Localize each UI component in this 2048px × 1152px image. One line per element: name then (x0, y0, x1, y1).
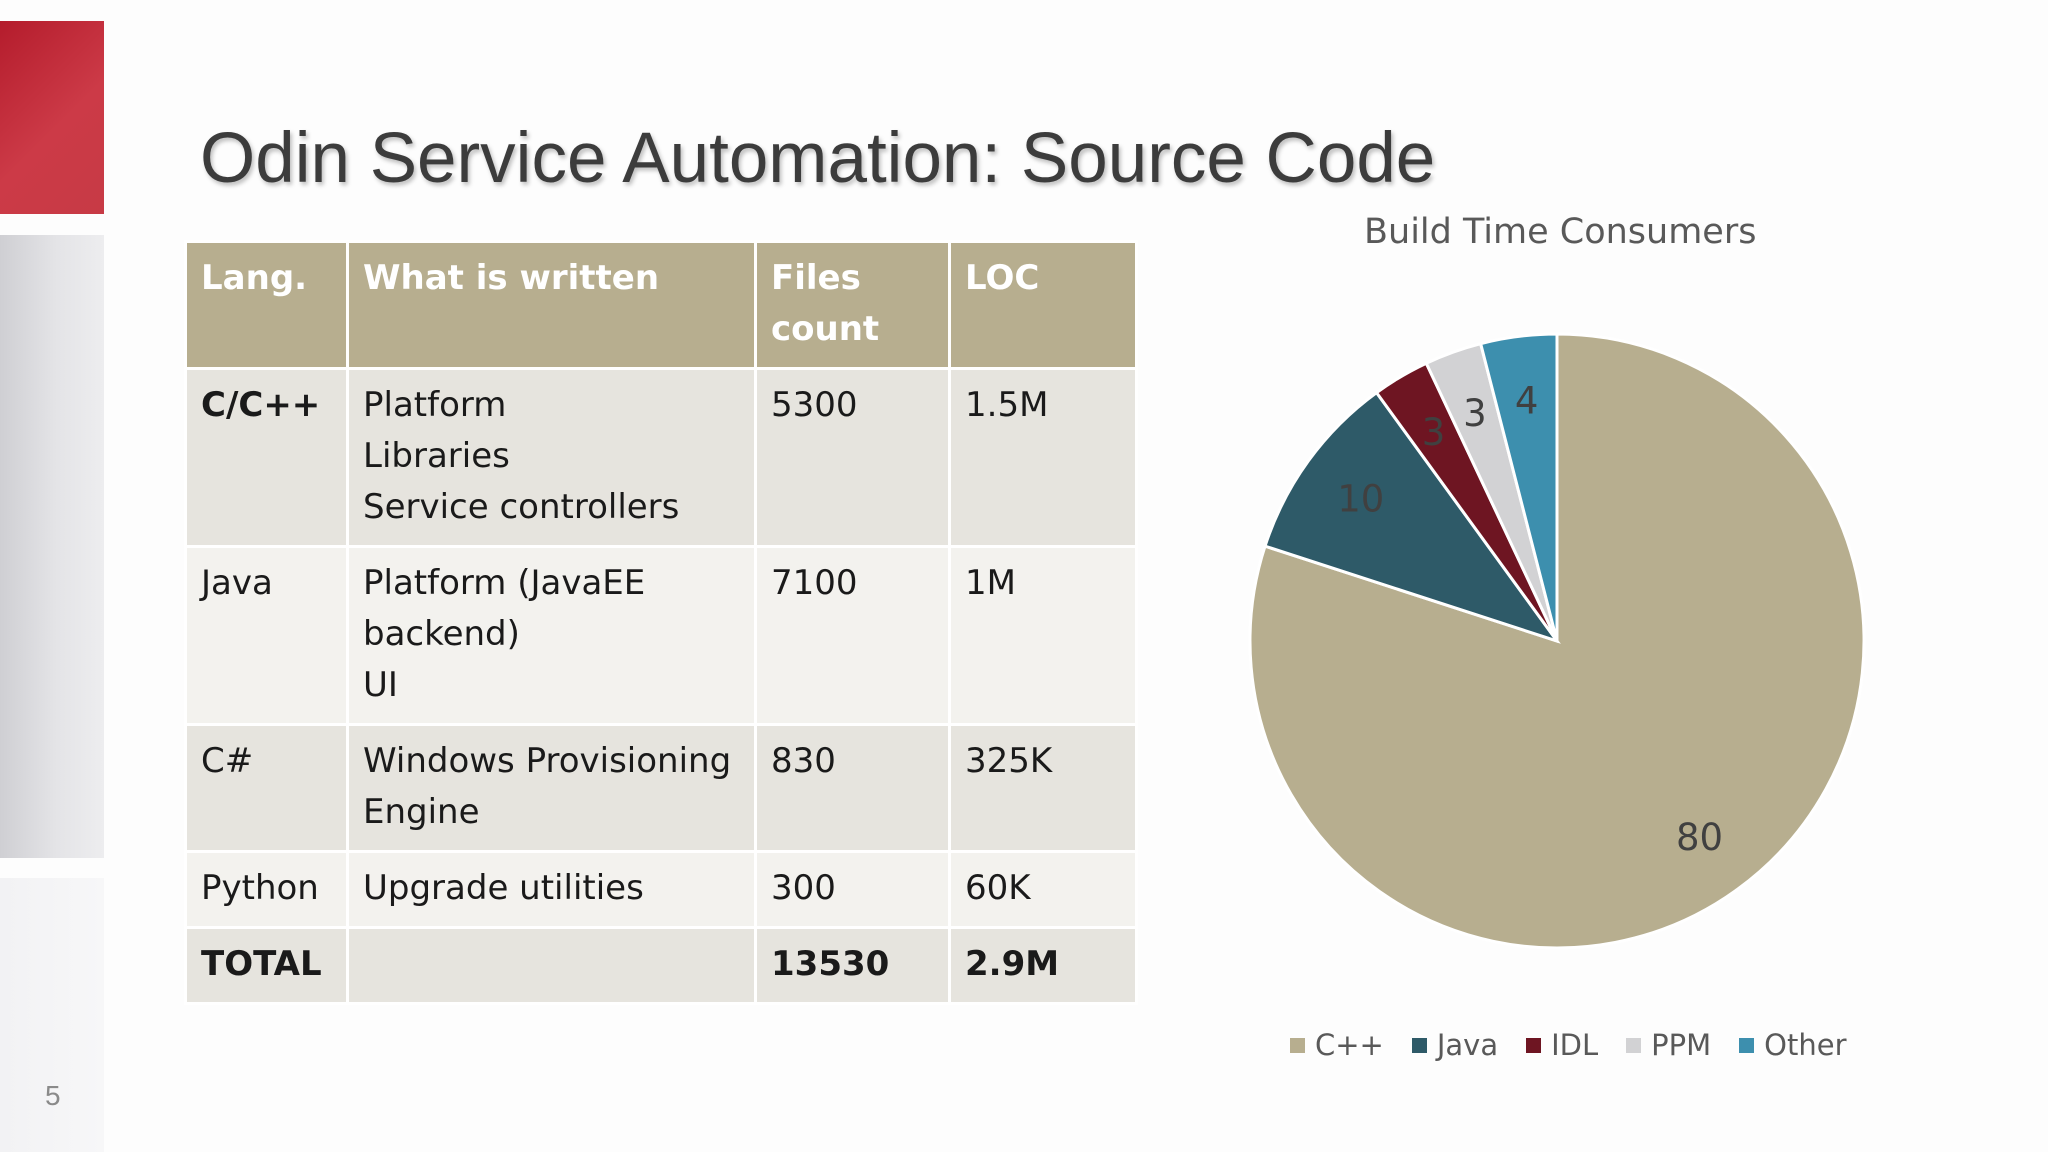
cell-files: 7100 (754, 545, 951, 726)
legend-label: Other (1764, 1028, 1847, 1062)
chart-title: Build Time Consumers (1364, 212, 1757, 252)
table-header-row: Lang. What is written Files count LOC (184, 240, 1138, 370)
slide-title: Odin Service Automation: Source Code (200, 119, 1436, 198)
cell-files: 13530 (754, 926, 951, 1005)
pie-data-label: 80 (1676, 816, 1723, 859)
pie-data-label: 3 (1463, 392, 1487, 435)
source-code-table: Lang. What is written Files count LOC C/… (184, 240, 1138, 1005)
cell-loc: 1M (948, 545, 1138, 726)
legend-swatch (1526, 1037, 1542, 1053)
cell-lang: TOTAL (184, 926, 349, 1005)
slide-number: 5 (45, 1080, 61, 1111)
decor-gray-bar (0, 235, 104, 858)
legend-label: PPM (1651, 1028, 1712, 1062)
table-total-row: TOTAL 13530 2.9M (184, 926, 1138, 1005)
cell-loc: 2.9M (948, 926, 1138, 1005)
cell-lang: C/C++ (184, 367, 349, 548)
header-what-is-written: What is written (346, 240, 757, 370)
table-row: Python Upgrade utilities 300 60K (184, 850, 1138, 929)
what-line: Windows Provisioning Engine (363, 741, 732, 832)
legend-item: PPM (1626, 1028, 1711, 1062)
pie-slice-java (1263, 390, 1561, 644)
legend-label: C++ (1315, 1028, 1384, 1062)
cell-files: 300 (754, 850, 951, 929)
cell-what: Upgrade utilities (346, 850, 757, 929)
legend-swatch (1411, 1037, 1427, 1053)
what-line: Platform (JavaEE backend) (363, 563, 646, 654)
legend-swatch (1626, 1037, 1642, 1053)
cell-what: Platform (JavaEE backend) UI (346, 545, 757, 726)
chart-legend: C++ Java IDL PPM Other (1290, 1028, 1875, 1062)
header-lang: Lang. (184, 240, 349, 370)
cell-loc: 60K (948, 850, 1138, 929)
table-row: C# Windows Provisioning Engine 830 325K (184, 723, 1138, 853)
cell-files: 830 (754, 723, 951, 853)
decor-light-bar (0, 878, 104, 1152)
decor-red-bar (0, 21, 104, 214)
header-files-count: Files count (754, 240, 951, 370)
cell-loc: 1.5M (948, 367, 1138, 548)
cell-lang: Python (184, 850, 349, 929)
header-loc: LOC (948, 240, 1138, 370)
cell-files: 5300 (754, 367, 951, 548)
legend-item: C++ (1290, 1028, 1384, 1062)
what-line: Upgrade utilities (363, 868, 644, 908)
cell-what (346, 926, 757, 1005)
cell-what: Windows Provisioning Engine (346, 723, 757, 853)
pie-data-label: 4 (1515, 379, 1539, 422)
pie-data-label: 10 (1337, 477, 1384, 520)
legend-item: Other (1739, 1028, 1847, 1062)
cell-lang: C# (184, 723, 349, 853)
table-row: Java Platform (JavaEE backend) UI 7100 1… (184, 545, 1138, 726)
pie-data-label: 3 (1422, 411, 1446, 454)
what-line: Platform (363, 385, 507, 425)
cell-what: Platform Libraries Service controllers (346, 367, 757, 548)
legend-swatch (1739, 1037, 1755, 1053)
legend-swatch (1290, 1037, 1305, 1053)
what-line: Service controllers (363, 487, 680, 527)
legend-label: Java (1436, 1028, 1499, 1062)
what-line: Libraries (363, 436, 510, 476)
legend-item: IDL (1526, 1028, 1598, 1062)
pie-slice-other (1478, 332, 1559, 642)
table-row: C/C++ Platform Libraries Service control… (184, 367, 1138, 548)
legend-label: IDL (1551, 1028, 1599, 1062)
cell-loc: 325K (948, 723, 1138, 853)
what-line: UI (363, 665, 398, 705)
cell-lang: Java (184, 545, 349, 726)
legend-item: Java (1411, 1028, 1499, 1062)
